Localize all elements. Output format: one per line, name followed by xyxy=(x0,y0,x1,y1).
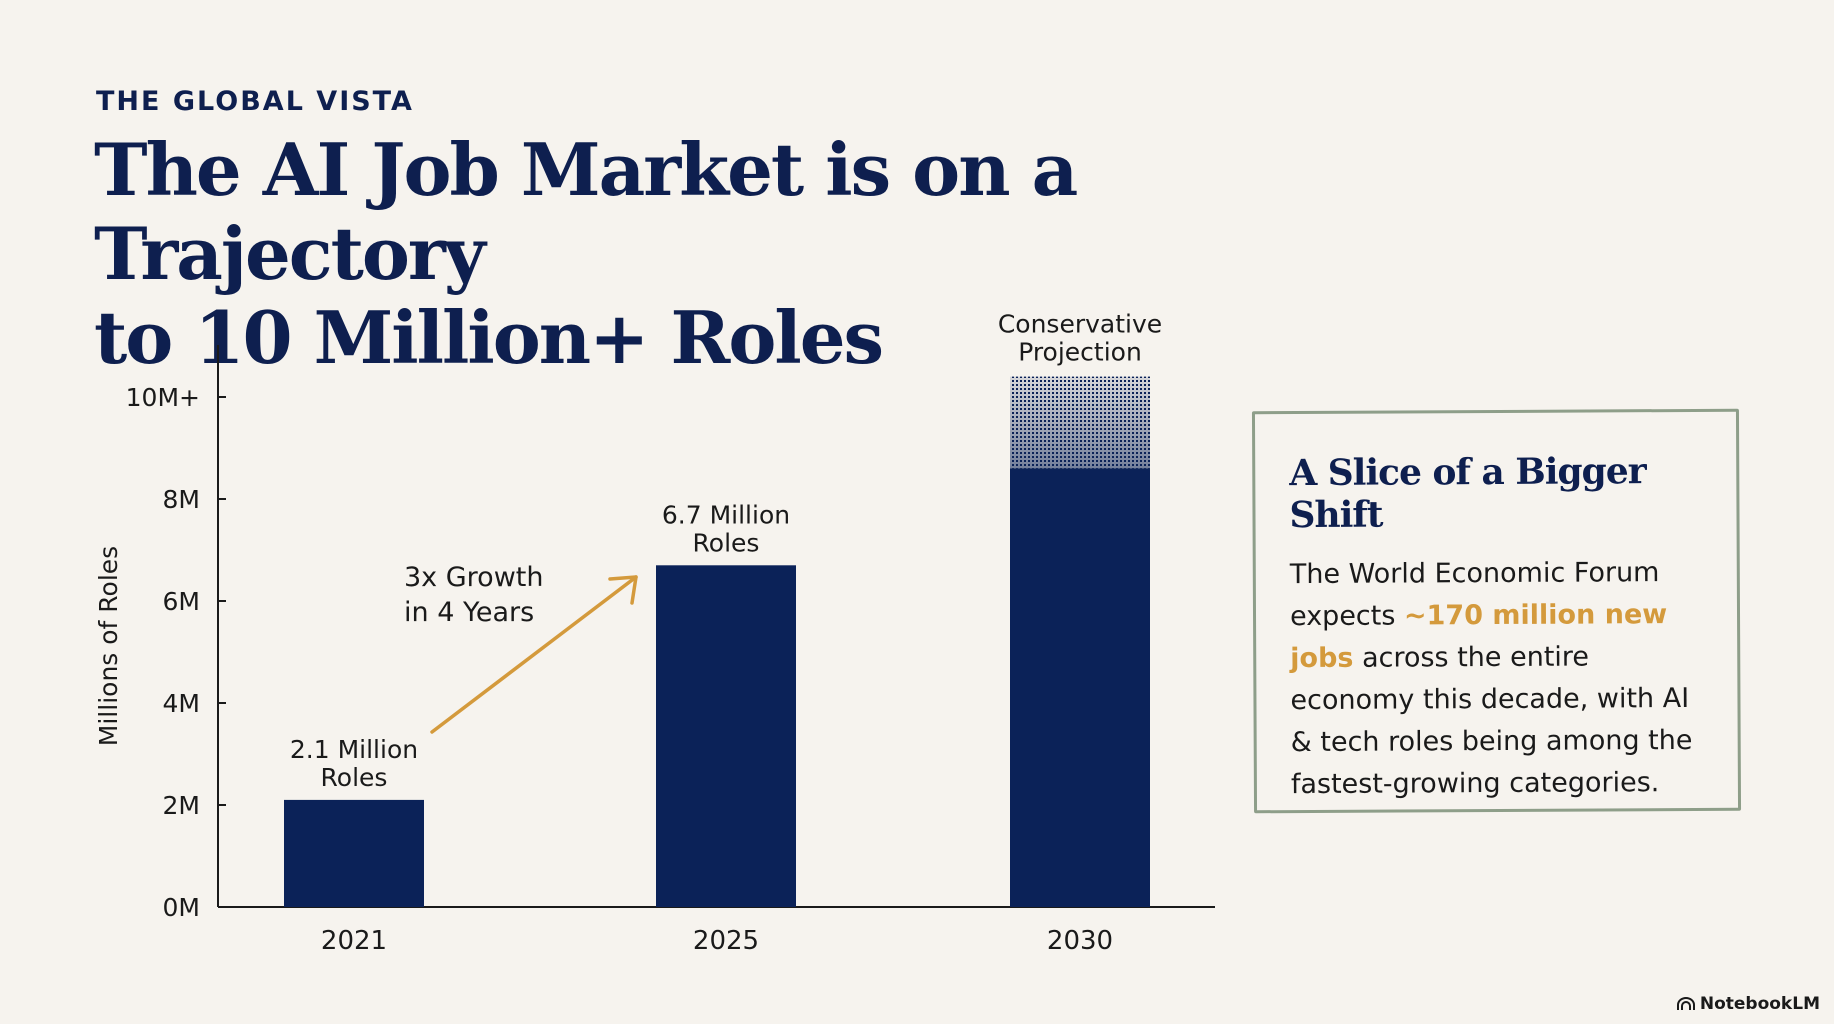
page-title: The AI Job Market is on a Trajectory to … xyxy=(94,128,1394,380)
y-tick-label: 10M+ xyxy=(126,383,200,412)
bar-data-label: 2.1 Million xyxy=(290,735,418,764)
x-tick-label: 2025 xyxy=(693,926,759,956)
bar-data-label: Projection xyxy=(1018,338,1142,367)
eyebrow-label: THE GLOBAL VISTA xyxy=(96,86,414,117)
y-tick-label: 4M xyxy=(163,689,200,718)
title-line-1: The AI Job Market is on a Trajectory xyxy=(94,127,1078,296)
callout-text: The World Economic Forum expects ~170 mi… xyxy=(1290,552,1708,806)
y-tick-label: 2M xyxy=(163,791,200,820)
callout-box: A Slice of a Bigger Shift The World Econ… xyxy=(1251,408,1742,814)
brand-badge: NotebookLM xyxy=(1676,994,1820,1014)
bar-data-label: 6.7 Million xyxy=(662,500,790,529)
growth-arrow-shaft xyxy=(430,575,638,734)
brand-name: NotebookLM xyxy=(1699,994,1820,1014)
bar-2030-projection-fade xyxy=(1010,376,1150,469)
y-tick-label: 0M xyxy=(163,893,200,922)
growth-arrow-head xyxy=(608,575,638,605)
bar-data-label: Roles xyxy=(321,763,388,792)
bar-2021 xyxy=(284,799,424,907)
notebooklm-logo-icon xyxy=(1676,997,1695,1010)
y-tick-label: 6M xyxy=(163,587,200,616)
bar-data-label: Roles xyxy=(693,528,760,557)
bar-2025 xyxy=(656,565,796,907)
growth-annotation-label: 3x Growth xyxy=(404,562,543,593)
callout-title: A Slice of a Bigger Shift xyxy=(1289,450,1646,537)
y-axis-label: Millions of Roles xyxy=(94,546,123,746)
bar-chart: 0M 2M 4M 6M 8M 10M+ Millions of Roles 2021 2.1 M… xyxy=(94,310,1215,956)
x-tick-label: 2030 xyxy=(1047,926,1113,956)
y-tick-label: 8M xyxy=(163,485,200,514)
growth-annotation-label: in 4 Years xyxy=(404,597,534,628)
x-tick-label: 2021 xyxy=(321,926,387,956)
bar-data-label: Conservative xyxy=(998,310,1162,339)
title-line-2: to 10 Million+ Roles xyxy=(94,295,884,380)
bar-2030-solid xyxy=(1010,468,1150,907)
